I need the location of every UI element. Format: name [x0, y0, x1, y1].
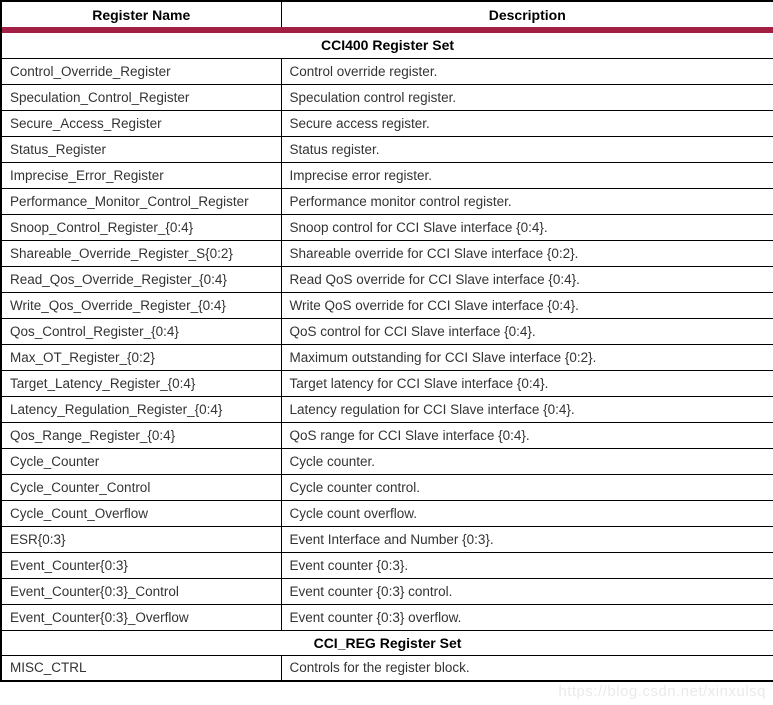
table-row: Qos_Range_Register_{0:4} QoS range for CC…	[0, 421, 773, 449]
register-name-cell: Qos_Control_Register_{0:4}	[0, 317, 282, 345]
register-name-cell: Cycle_Counter	[0, 447, 282, 475]
description-cell: Cycle count overflow.	[280, 499, 773, 527]
table-row: Shareable_Override_Register_S{0:2} Sharea…	[0, 239, 773, 267]
table-row: Imprecise_Error_Register Imprecise error …	[0, 161, 773, 189]
register-name-cell: Performance_Monitor_Control_Register	[0, 187, 282, 215]
description-cell: Control override register.	[280, 57, 773, 85]
register-name-cell: Event_Counter{0:3}_Control	[0, 577, 282, 605]
register-name-cell: Cycle_Counter_Control	[0, 473, 282, 501]
table-row: Event_Counter{0:3}_Control Event counter …	[0, 577, 773, 605]
table-row: Performance_Monitor_Control_Register Perf…	[0, 187, 773, 215]
description-cell: Cycle counter.	[280, 447, 773, 475]
section-header-row: CCI_REG Register Set	[0, 629, 773, 656]
register-name-cell: Max_OT_Register_{0:2}	[0, 343, 282, 371]
register-name-cell: Event_Counter{0:3}	[0, 551, 282, 579]
table-row: ESR{0:3} Event Interface and Number {0:3}…	[0, 525, 773, 553]
register-name-cell: ESR{0:3}	[0, 525, 282, 553]
section-title: CCI_REG Register Set	[0, 629, 773, 656]
description-cell: QoS control for CCI Slave interface {0:4…	[280, 317, 773, 345]
register-name-cell: Status_Register	[0, 135, 282, 163]
register-name-cell: Control_Override_Register	[0, 57, 282, 85]
description-cell: Shareable override for CCI Slave interfa…	[280, 239, 773, 267]
table-row: Control_Override_Register Control overrid…	[0, 57, 773, 85]
description-cell: Cycle counter control.	[280, 473, 773, 501]
table-row: Secure_Access_Register Secure access regi…	[0, 109, 773, 137]
description-cell: Performance monitor control register.	[280, 187, 773, 215]
register-name-cell: Imprecise_Error_Register	[0, 161, 282, 189]
register-name-cell: Write_Qos_Override_Register_{0:4}	[0, 291, 282, 319]
description-cell: Snoop control for CCI Slave interface {0…	[280, 213, 773, 241]
table-row: Cycle_Counter_Control Cycle counter contr…	[0, 473, 773, 501]
description-cell: Read QoS override for CCI Slave interfac…	[280, 265, 773, 293]
description-cell: Imprecise error register.	[280, 161, 773, 189]
register-name-cell: MISC_CTRL	[0, 654, 282, 682]
section-title: CCI400 Register Set	[0, 33, 773, 59]
register-name-cell: Cycle_Count_Overflow	[0, 499, 282, 527]
description-cell: Controls for the register block.	[280, 654, 773, 682]
table-row: Status_Register Status register.	[0, 135, 773, 163]
description-cell: Event counter {0:3} overflow.	[280, 603, 773, 631]
register-name-cell: Read_Qos_Override_Register_{0:4}	[0, 265, 282, 293]
table-row: Write_Qos_Override_Register_{0:4} Write Q…	[0, 291, 773, 319]
description-cell: Status register.	[280, 135, 773, 163]
register-name-cell: Qos_Range_Register_{0:4}	[0, 421, 282, 449]
accent-divider-bar	[0, 27, 773, 33]
table-row: Snoop_Control_Register_{0:4} Snoop contro…	[0, 213, 773, 241]
table-row: Qos_Control_Register_{0:4} QoS control fo…	[0, 317, 773, 345]
section-header-row: CCI400 Register Set	[0, 33, 773, 59]
table-row: Max_OT_Register_{0:2} Maximum outstanding…	[0, 343, 773, 371]
table-row: Event_Counter{0:3} Event counter {0:3}.	[0, 551, 773, 579]
register-name-cell: Shareable_Override_Register_S{0:2}	[0, 239, 282, 267]
register-name-cell: Speculation_Control_Register	[0, 83, 282, 111]
register-name-cell: Target_Latency_Register_{0:4}	[0, 369, 282, 397]
table-row: Read_Qos_Override_Register_{0:4} Read QoS…	[0, 265, 773, 293]
table-header: Register Name Description	[0, 0, 773, 33]
register-name-cell: Event_Counter{0:3}_Overflow	[0, 603, 282, 631]
table-row: Event_Counter{0:3}_Overflow Event counter…	[0, 603, 773, 631]
description-cell: QoS range for CCI Slave interface {0:4}.	[280, 421, 773, 449]
description-cell: Event Interface and Number {0:3}.	[280, 525, 773, 553]
table-row: Target_Latency_Register_{0:4} Target late…	[0, 369, 773, 397]
description-cell: Maximum outstanding for CCI Slave interf…	[280, 343, 773, 371]
watermark-text: https://blog.csdn.net/xinxulsq	[558, 683, 766, 700]
column-header-register-name: Register Name	[0, 0, 282, 27]
register-table: Register Name Description CCI400 Registe…	[0, 0, 773, 682]
register-name-cell: Secure_Access_Register	[0, 109, 282, 137]
description-cell: Write QoS override for CCI Slave interfa…	[280, 291, 773, 319]
register-name-cell: Latency_Regulation_Register_{0:4}	[0, 395, 282, 423]
register-name-cell: Snoop_Control_Register_{0:4}	[0, 213, 282, 241]
description-cell: Event counter {0:3} control.	[280, 577, 773, 605]
description-cell: Speculation control register.	[280, 83, 773, 111]
column-header-row: Register Name Description	[0, 0, 773, 27]
accent-divider	[0, 27, 773, 33]
description-cell: Target latency for CCI Slave interface {…	[280, 369, 773, 397]
table-row: Latency_Regulation_Register_{0:4} Latency…	[0, 395, 773, 423]
table-row: Cycle_Counter Cycle counter.	[0, 447, 773, 475]
table-row: Speculation_Control_Register Speculation …	[0, 83, 773, 111]
table-row: Cycle_Count_Overflow Cycle count overflow…	[0, 499, 773, 527]
description-cell: Secure access register.	[280, 109, 773, 137]
column-header-description: Description	[280, 0, 773, 27]
description-cell: Event counter {0:3}.	[280, 551, 773, 579]
description-cell: Latency regulation for CCI Slave interfa…	[280, 395, 773, 423]
table-row: MISC_CTRL Controls for the register block…	[0, 654, 773, 682]
table-body: CCI400 Register Set Control_Override_Regi…	[0, 33, 773, 682]
